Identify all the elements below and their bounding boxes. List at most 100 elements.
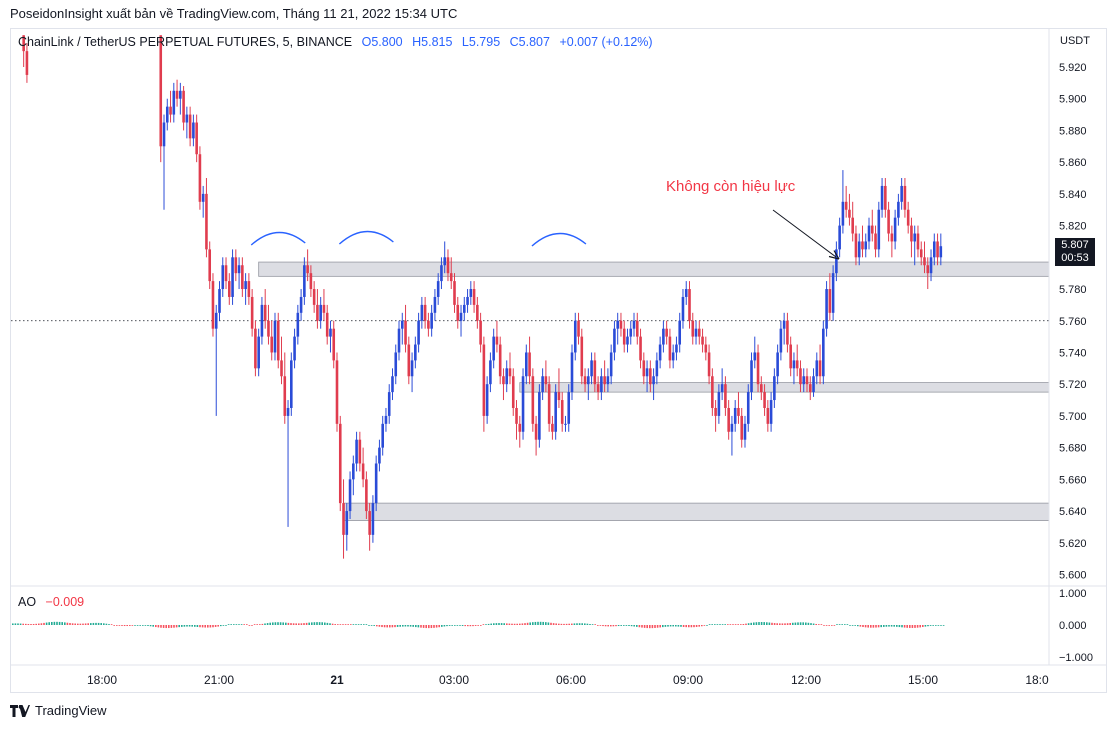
ao-bar	[916, 625, 919, 628]
candle-down	[884, 178, 887, 218]
ao-bar	[542, 621, 544, 625]
ao-bar	[295, 623, 297, 625]
candle-up	[462, 296, 466, 321]
candle-up	[932, 233, 936, 266]
x-tick-label: 21	[330, 673, 344, 687]
ao-bar	[877, 625, 880, 628]
ao-bar	[355, 624, 357, 625]
footer-brand: TradingView	[35, 703, 107, 718]
y-tick-label: 5.600	[1059, 570, 1087, 582]
candle-up	[893, 209, 897, 250]
ao-bar	[883, 625, 885, 627]
ao-bar	[238, 624, 240, 625]
ao-bar	[451, 625, 453, 626]
ao-bar	[64, 622, 66, 625]
ao-bar	[448, 625, 451, 626]
candle-up	[172, 82, 176, 123]
ao-bar	[459, 625, 461, 626]
ao-bar	[784, 623, 786, 625]
candle-up	[831, 265, 835, 321]
ao-legend[interactable]: AO −0.009	[18, 595, 84, 609]
ao-bar	[781, 623, 784, 625]
ao-bar	[121, 625, 123, 626]
ao-bar	[864, 625, 867, 628]
ao-bar	[844, 624, 846, 625]
ao-bar	[199, 625, 201, 628]
tradingview-footer[interactable]: TradingView	[10, 703, 107, 718]
candle-up	[743, 415, 747, 448]
candle-down	[649, 360, 652, 393]
ao-bar	[425, 625, 427, 629]
ao-bar	[87, 623, 89, 625]
candle-down	[923, 241, 926, 274]
ao-bar	[415, 625, 417, 628]
candle-up	[867, 217, 871, 250]
ao-bar	[412, 625, 414, 627]
candle-up	[218, 281, 221, 321]
ao-bar	[516, 623, 518, 625]
candle-down	[234, 249, 238, 282]
x-tick-label: 03:00	[439, 673, 469, 687]
candle-up	[720, 368, 724, 401]
y-tick-label: 5.640	[1059, 506, 1087, 518]
ao-bar	[134, 625, 136, 626]
ao-bar	[347, 624, 349, 625]
ohlc-close: C5.807	[509, 35, 550, 49]
candle-down	[701, 328, 704, 353]
ao-bar	[506, 623, 508, 625]
ao-bar	[724, 624, 726, 625]
ao-bar	[277, 622, 279, 625]
candle-up	[877, 201, 881, 258]
ao-bar	[610, 625, 612, 627]
ao-bar	[820, 624, 823, 625]
candle-up	[414, 336, 417, 369]
candle-down	[205, 178, 208, 258]
ao-bar	[191, 625, 193, 627]
candle-down	[808, 376, 812, 401]
ao-bar	[175, 625, 178, 628]
ao-bar	[207, 625, 209, 628]
symbol-legend[interactable]: ChainLink / TetherUS PERPETUAL FUTURES, …	[18, 35, 653, 49]
candle-up	[221, 257, 225, 297]
ao-bar	[485, 624, 487, 625]
ao-bar	[305, 622, 308, 625]
ao-bar	[383, 625, 386, 628]
ao-bar	[443, 625, 446, 627]
ao-bar	[836, 624, 838, 625]
ao-bar	[183, 625, 186, 627]
candle-down	[861, 225, 864, 258]
ao-bar	[812, 623, 815, 625]
ao-bar	[662, 625, 664, 628]
candle-down	[159, 35, 163, 163]
candle-down	[688, 281, 691, 329]
candle-down	[498, 336, 502, 385]
candle-up	[185, 106, 189, 139]
ao-bar	[454, 625, 456, 626]
ao-bar	[854, 625, 856, 626]
candle-down	[495, 320, 499, 353]
chart-frame[interactable]	[10, 28, 1107, 693]
candle-up	[286, 400, 290, 527]
ao-bar	[259, 624, 261, 625]
ohlc-low: L5.795	[461, 35, 501, 49]
candle-down	[325, 304, 329, 345]
ao-bar	[321, 622, 323, 625]
candle-down	[427, 312, 430, 337]
candle-down	[760, 376, 763, 401]
candle-up	[746, 384, 750, 432]
candle-down	[283, 352, 287, 424]
x-tick-label: 21:00	[204, 673, 234, 687]
candle-down	[482, 336, 486, 432]
candle-up	[626, 328, 629, 353]
ao-bar	[38, 623, 40, 625]
ao-bar	[914, 625, 916, 628]
ao-bar	[690, 625, 693, 628]
ao-bar	[695, 625, 698, 627]
ao-bar	[841, 624, 843, 625]
ao-bar	[589, 624, 591, 625]
ao-bar	[188, 625, 191, 627]
ao-bar	[825, 625, 828, 626]
ao-bar	[682, 625, 685, 627]
candle-up	[841, 170, 845, 234]
